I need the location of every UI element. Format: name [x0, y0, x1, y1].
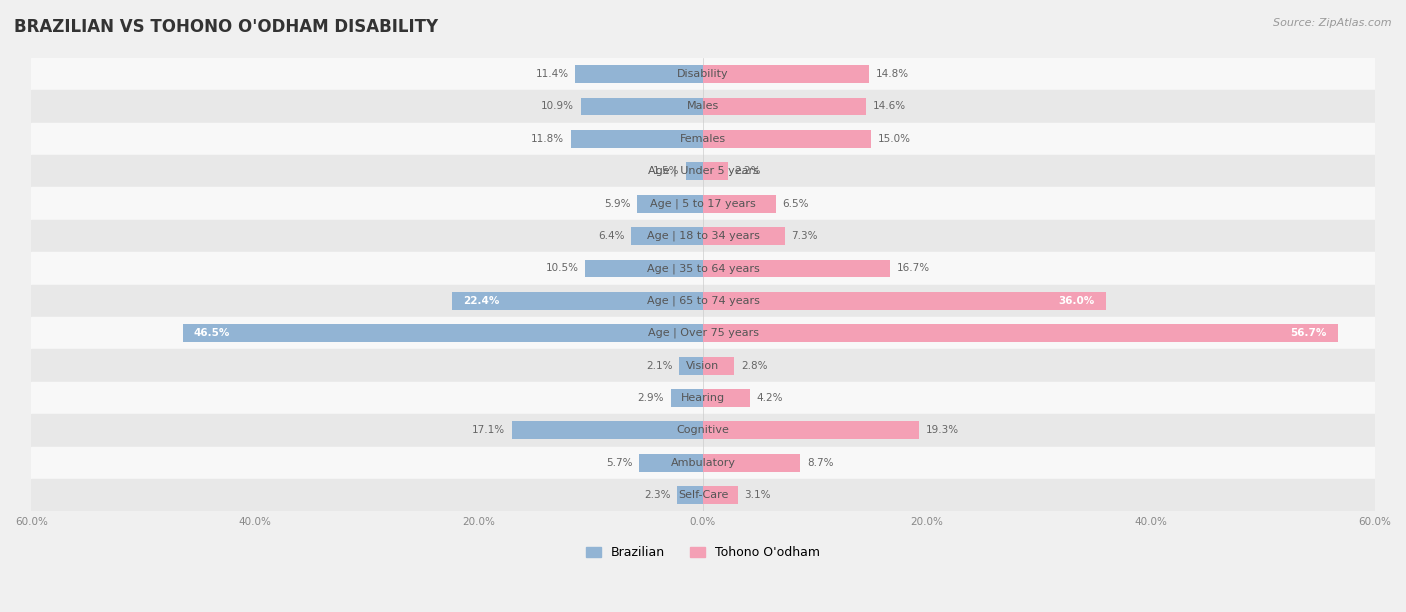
Bar: [703, 487, 738, 504]
Text: Age | 35 to 64 years: Age | 35 to 64 years: [647, 263, 759, 274]
Text: 16.7%: 16.7%: [897, 263, 929, 274]
Bar: [703, 130, 870, 147]
Bar: [631, 227, 703, 245]
Bar: [581, 97, 703, 115]
Bar: [703, 97, 866, 115]
Legend: Brazilian, Tohono O'odham: Brazilian, Tohono O'odham: [581, 541, 825, 564]
Bar: [703, 454, 800, 472]
Text: Age | Under 5 years: Age | Under 5 years: [648, 166, 758, 176]
Text: 36.0%: 36.0%: [1059, 296, 1095, 306]
Bar: [31, 252, 1375, 285]
Bar: [31, 317, 1375, 349]
Bar: [671, 389, 703, 407]
Text: 11.8%: 11.8%: [531, 134, 564, 144]
Text: 8.7%: 8.7%: [807, 458, 834, 468]
Text: 10.9%: 10.9%: [541, 102, 574, 111]
Text: 46.5%: 46.5%: [194, 328, 231, 338]
Bar: [31, 122, 1375, 155]
Text: Self-Care: Self-Care: [678, 490, 728, 500]
Bar: [640, 454, 703, 472]
Text: 10.5%: 10.5%: [546, 263, 579, 274]
Bar: [571, 130, 703, 147]
Text: Age | 18 to 34 years: Age | 18 to 34 years: [647, 231, 759, 241]
Bar: [703, 357, 734, 375]
Bar: [703, 422, 920, 439]
Bar: [703, 389, 749, 407]
Bar: [31, 382, 1375, 414]
Text: Age | 5 to 17 years: Age | 5 to 17 years: [650, 198, 756, 209]
Text: Males: Males: [688, 102, 718, 111]
Text: 17.1%: 17.1%: [472, 425, 505, 435]
Text: 7.3%: 7.3%: [792, 231, 818, 241]
Bar: [31, 349, 1375, 382]
Bar: [585, 259, 703, 277]
Text: Vision: Vision: [686, 360, 720, 371]
Bar: [31, 479, 1375, 512]
Bar: [31, 90, 1375, 122]
Bar: [703, 65, 869, 83]
Text: 3.1%: 3.1%: [744, 490, 770, 500]
Text: Ambulatory: Ambulatory: [671, 458, 735, 468]
Bar: [678, 487, 703, 504]
Bar: [31, 58, 1375, 90]
Text: Hearing: Hearing: [681, 393, 725, 403]
Bar: [453, 292, 703, 310]
Text: Age | Over 75 years: Age | Over 75 years: [648, 328, 758, 338]
Text: 5.9%: 5.9%: [603, 199, 630, 209]
Text: 2.8%: 2.8%: [741, 360, 768, 371]
Bar: [703, 259, 890, 277]
Text: BRAZILIAN VS TOHONO O'ODHAM DISABILITY: BRAZILIAN VS TOHONO O'ODHAM DISABILITY: [14, 18, 439, 36]
Text: 2.1%: 2.1%: [647, 360, 673, 371]
Text: Source: ZipAtlas.com: Source: ZipAtlas.com: [1274, 18, 1392, 28]
Bar: [703, 324, 1337, 342]
Text: 6.4%: 6.4%: [598, 231, 624, 241]
Bar: [31, 285, 1375, 317]
Text: Disability: Disability: [678, 69, 728, 79]
Bar: [686, 162, 703, 180]
Text: 15.0%: 15.0%: [877, 134, 911, 144]
Text: 56.7%: 56.7%: [1291, 328, 1326, 338]
Bar: [512, 422, 703, 439]
Bar: [31, 187, 1375, 220]
Bar: [637, 195, 703, 212]
Bar: [703, 162, 728, 180]
Bar: [703, 227, 785, 245]
Text: 22.4%: 22.4%: [464, 296, 501, 306]
Text: 1.5%: 1.5%: [652, 166, 679, 176]
Bar: [31, 155, 1375, 187]
Bar: [183, 324, 703, 342]
Text: 6.5%: 6.5%: [783, 199, 808, 209]
Text: 19.3%: 19.3%: [925, 425, 959, 435]
Bar: [575, 65, 703, 83]
Bar: [703, 292, 1107, 310]
Bar: [31, 220, 1375, 252]
Text: 14.8%: 14.8%: [876, 69, 908, 79]
Text: Females: Females: [681, 134, 725, 144]
Text: Cognitive: Cognitive: [676, 425, 730, 435]
Bar: [31, 414, 1375, 447]
Text: 2.2%: 2.2%: [734, 166, 761, 176]
Bar: [31, 447, 1375, 479]
Text: 2.3%: 2.3%: [644, 490, 671, 500]
Text: 5.7%: 5.7%: [606, 458, 633, 468]
Bar: [679, 357, 703, 375]
Text: Age | 65 to 74 years: Age | 65 to 74 years: [647, 296, 759, 306]
Text: 2.9%: 2.9%: [637, 393, 664, 403]
Text: 4.2%: 4.2%: [756, 393, 783, 403]
Bar: [703, 195, 776, 212]
Text: 11.4%: 11.4%: [536, 69, 568, 79]
Text: 14.6%: 14.6%: [873, 102, 907, 111]
